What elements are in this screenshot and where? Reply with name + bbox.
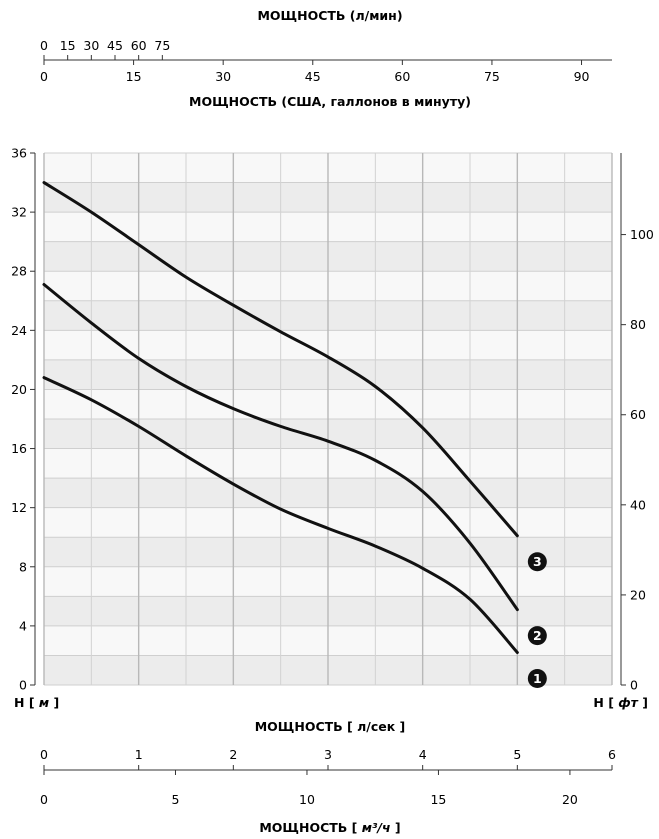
left-tick-label: 0 xyxy=(19,678,27,693)
bottom-tick-label-m3h: 0 xyxy=(40,792,48,807)
bottom-axis-title-lps: МОЩНОСТЬ [ л/сек ] xyxy=(255,719,406,734)
top-tick-label-usgpm: 0 xyxy=(40,69,48,84)
left-tick-label: 36 xyxy=(11,146,27,161)
top-axis-title-lpm: МОЩНОСТЬ (л/мин) xyxy=(257,8,402,23)
right-tick-label: 60 xyxy=(630,407,646,422)
right-tick-label: 20 xyxy=(630,587,646,602)
right-tick-label: 40 xyxy=(630,497,646,512)
bottom-tick-label-m3h: 20 xyxy=(562,792,578,807)
curve-1 xyxy=(42,376,519,654)
bottom-tick-label-lps: 6 xyxy=(608,747,616,762)
top-tick-label-lpm: 45 xyxy=(107,38,123,53)
plot-grid xyxy=(43,152,613,686)
top-tick-label-lpm: 60 xyxy=(131,38,147,53)
curve-2 xyxy=(42,283,519,612)
bottom-tick-label-lps: 2 xyxy=(229,747,237,762)
curve-marker-label-3: 3 xyxy=(533,554,542,569)
top-tick-label-usgpm: 60 xyxy=(394,69,410,84)
top-tick-label-usgpm: 45 xyxy=(305,69,321,84)
curve-marker-label-1: 1 xyxy=(533,671,542,686)
bottom-tick-label-m3h: 10 xyxy=(299,792,315,807)
bottom-tick-label-m3h: 15 xyxy=(430,792,446,807)
left-tick-label: 32 xyxy=(11,205,27,220)
y-right-label: H [ фт ] xyxy=(593,695,648,710)
bottom-tick-label-m3h: 5 xyxy=(172,792,180,807)
bottom-tick-label-lps: 1 xyxy=(135,747,143,762)
top-tick-label-lpm: 75 xyxy=(154,38,170,53)
curves xyxy=(42,181,519,654)
left-tick-label: 12 xyxy=(11,500,27,515)
left-tick-label: 24 xyxy=(11,323,27,338)
top-tick-label-usgpm: 90 xyxy=(574,69,590,84)
top-tick-label-usgpm: 30 xyxy=(215,69,231,84)
labels: H [ м ] H [ фт ] МОЩНОСТЬ (л/мин) МОЩНОСТЬ … xyxy=(14,8,648,835)
curve-marker-1 xyxy=(527,668,547,688)
left-tick-label: 16 xyxy=(11,441,27,456)
left-tick-label: 28 xyxy=(11,264,27,279)
y-left-label: H [ м ] xyxy=(14,695,59,710)
bottom-tick-label-lps: 4 xyxy=(419,747,427,762)
top-tick-label-lpm: 15 xyxy=(60,38,76,53)
top-tick-label-usgpm: 75 xyxy=(484,69,500,84)
top-tick-label-lpm: 30 xyxy=(83,38,99,53)
right-tick-label: 0 xyxy=(630,678,638,693)
curve-marker-3 xyxy=(527,552,547,572)
top-tick-label-usgpm: 15 xyxy=(126,69,142,84)
right-tick-label: 80 xyxy=(630,317,646,332)
bottom-tick-label-lps: 5 xyxy=(513,747,521,762)
curve-3 xyxy=(42,181,519,538)
bottom-tick-label-lps: 3 xyxy=(324,747,332,762)
top-axis-title-usgpm: МОЩНОСТЬ (США, галлонов в минуту) xyxy=(189,94,471,109)
curve-marker-label-2: 2 xyxy=(533,628,542,643)
right-tick-label: 100 xyxy=(630,227,654,242)
left-tick-label: 20 xyxy=(11,382,27,397)
bottom-tick-label-lps: 0 xyxy=(40,747,48,762)
left-tick-label: 8 xyxy=(19,559,27,574)
bottom-axis-title-m3h: МОЩНОСТЬ [ м³/ч ] xyxy=(259,820,400,835)
curve-marker-2 xyxy=(527,626,547,646)
top-tick-label-lpm: 0 xyxy=(40,38,48,53)
left-tick-label: 4 xyxy=(19,618,27,633)
